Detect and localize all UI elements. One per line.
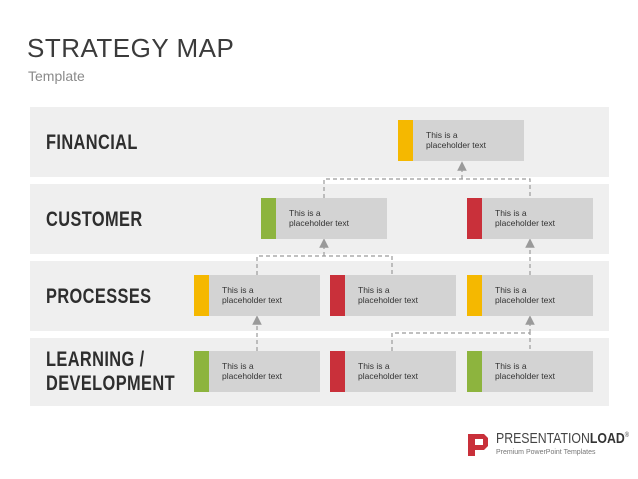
processes-box-1: This is a placeholder text <box>194 275 320 316</box>
financial-box-1-color-bar <box>398 120 413 161</box>
row-label-processes: PROCESSES <box>46 285 152 308</box>
learning-box-2: This is a placeholder text <box>330 351 456 392</box>
row-label-customer: CUSTOMER <box>46 208 143 231</box>
financial-box-1-text: This is a placeholder text <box>426 130 487 150</box>
processes-box-3: This is a placeholder text <box>467 275 593 316</box>
page-title: STRATEGY MAP <box>27 33 235 63</box>
customer-box-1: This is a placeholder text <box>261 198 387 239</box>
row-label-learning: LEARNING / DEVELOPMENT <box>46 348 175 395</box>
row-label-financial: FINANCIAL <box>46 131 138 154</box>
processes-box-2-text: This is a placeholder text <box>358 285 419 305</box>
learning-box-1: This is a placeholder text <box>194 351 320 392</box>
learning-box-1-text: This is a placeholder text <box>222 361 283 381</box>
customer-box-1-color-bar <box>261 198 276 239</box>
customer-box-2: This is a placeholder text <box>467 198 593 239</box>
learning-box-3: This is a placeholder text <box>467 351 593 392</box>
logo-tagline: Premium PowerPoint Templates <box>496 449 596 456</box>
learning-box-3-color-bar <box>467 351 482 392</box>
presentationload-logo: PRESENTATIONLOAD® Premium PowerPoint Tem… <box>466 430 629 460</box>
page-subtitle: Template <box>28 68 85 84</box>
customer-box-1-text: This is a placeholder text <box>289 208 350 228</box>
logo-name: PRESENTATIONLOAD® <box>496 430 629 447</box>
logo-mark-icon <box>468 434 488 456</box>
logo-name-bold: LOAD <box>589 430 625 447</box>
learning-box-2-color-bar <box>330 351 345 392</box>
logo-registered-mark: ® <box>624 432 629 439</box>
logo-name-light: PRESENTATION <box>496 430 590 447</box>
processes-box-2-color-bar <box>330 275 345 316</box>
learning-box-2-text: This is a placeholder text <box>358 361 419 381</box>
processes-box-1-text: This is a placeholder text <box>222 285 283 305</box>
processes-box-3-text: This is a placeholder text <box>495 285 556 305</box>
processes-box-2: This is a placeholder text <box>330 275 456 316</box>
processes-box-1-color-bar <box>194 275 209 316</box>
financial-box-1: This is a placeholder text <box>398 120 524 161</box>
learning-box-1-color-bar <box>194 351 209 392</box>
processes-box-3-color-bar <box>467 275 482 316</box>
customer-box-2-text: This is a placeholder text <box>495 208 556 228</box>
learning-box-3-text: This is a placeholder text <box>495 361 556 381</box>
customer-box-2-color-bar <box>467 198 482 239</box>
